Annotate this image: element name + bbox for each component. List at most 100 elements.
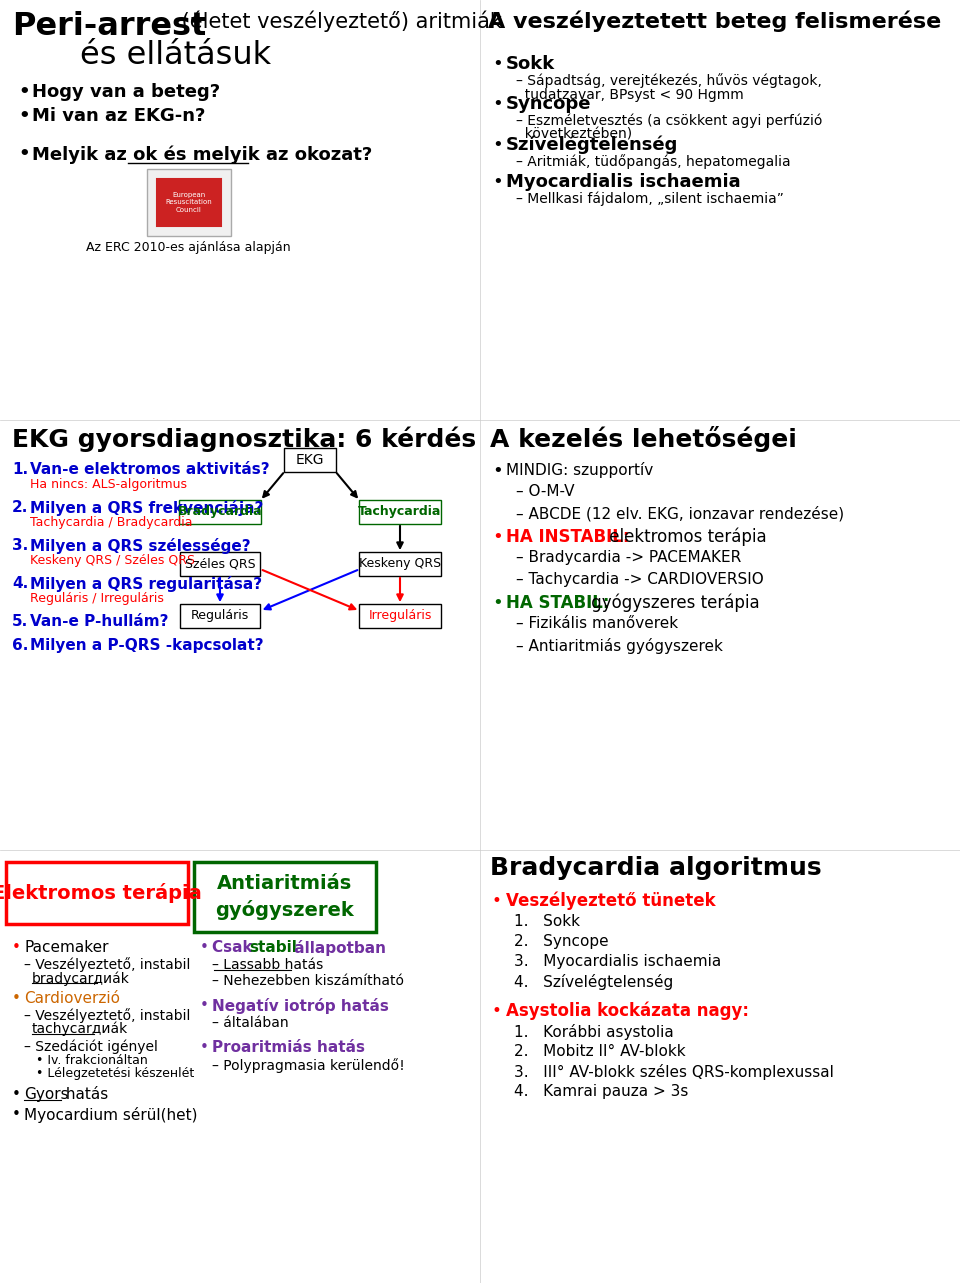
Text: Keskeny QRS / Széles QRS: Keskeny QRS / Széles QRS — [30, 554, 195, 567]
Text: •: • — [492, 55, 503, 73]
FancyBboxPatch shape — [147, 169, 231, 236]
Text: Széles QRS: Széles QRS — [184, 558, 255, 571]
Text: •: • — [200, 1041, 209, 1055]
Text: A kezelés lehetőségei: A kezelés lehetőségei — [490, 426, 797, 452]
Text: Antiaritmiás
gyógyszerek: Antiaritmiás gyógyszerek — [216, 874, 354, 920]
Text: Veszélyeztető tünetek: Veszélyeztető tünetek — [506, 892, 715, 911]
Text: •: • — [12, 1087, 21, 1102]
Text: 5.: 5. — [12, 615, 28, 629]
Text: Syncope: Syncope — [506, 95, 591, 113]
Text: •: • — [18, 83, 30, 101]
Text: Hogy van a beteg?: Hogy van a beteg? — [32, 83, 220, 101]
Text: 4.   Szívelégtelenség: 4. Szívelégtelenség — [514, 974, 673, 990]
Text: Reguláris / Irreguláris: Reguláris / Irreguláris — [30, 591, 164, 606]
Text: •: • — [492, 136, 503, 154]
Text: •: • — [200, 940, 209, 955]
Text: hatás: hatás — [61, 1087, 108, 1102]
Text: Milyen a QRS szélessége?: Milyen a QRS szélessége? — [30, 538, 251, 554]
Text: 6.: 6. — [12, 638, 29, 653]
Text: – Polypragmasia kerülendő!: – Polypragmasia kerülendő! — [212, 1058, 405, 1073]
Text: Elektromos terápia: Elektromos terápia — [0, 883, 202, 903]
Text: 2.   Syncope: 2. Syncope — [514, 934, 609, 949]
Text: •: • — [492, 529, 503, 547]
FancyBboxPatch shape — [194, 862, 376, 931]
Text: – O-M-V: – O-M-V — [516, 484, 574, 499]
Text: Van-e elektromos aktivitás?: Van-e elektromos aktivitás? — [30, 462, 270, 477]
Text: (életet veszélyeztető) aritmiák: (életet veszélyeztető) aritmiák — [175, 12, 502, 32]
Text: tudatzavar, BPsyst < 90 Hgmm: tudatzavar, BPsyst < 90 Hgmm — [516, 89, 744, 103]
Text: Milyen a P-QRS -kapcsolat?: Milyen a P-QRS -kapcsolat? — [30, 638, 264, 653]
Text: Negatív iotróp hatás: Negatív iotróp hatás — [212, 998, 389, 1014]
Text: Proaritmiás hatás: Proaritmiás hatás — [212, 1041, 365, 1055]
Text: •: • — [12, 940, 21, 955]
Text: – Mellkasi fájdalom, „silent ischaemia”: – Mellkasi fájdalom, „silent ischaemia” — [516, 191, 784, 205]
Text: • Lélegzetetési készенlét: • Lélegzetetési készенlét — [36, 1067, 194, 1080]
Text: tachycarдиák: tachycarдиák — [32, 1023, 129, 1037]
Text: •: • — [200, 998, 209, 1014]
Text: Myocardialis ischaemia: Myocardialis ischaemia — [506, 173, 740, 191]
Text: •: • — [492, 173, 503, 191]
Text: HA INSTABIL:: HA INSTABIL: — [506, 529, 630, 547]
Text: Irreguláris: Irreguláris — [369, 609, 432, 622]
Text: Bradycardia: Bradycardia — [178, 506, 262, 518]
Text: Tachycardia / Bradycardia: Tachycardia / Bradycardia — [30, 516, 193, 529]
Text: • Iv. frakcionáltan: • Iv. frakcionáltan — [36, 1055, 148, 1067]
Text: EKG: EKG — [296, 453, 324, 467]
Text: – Sápadtság, verejtékezés, hűvös végtagok,: – Sápadtság, verejtékezés, hűvös végtago… — [516, 73, 822, 87]
Text: 2.: 2. — [12, 500, 29, 514]
Text: Asystolia kockázata nagy:: Asystolia kockázata nagy: — [506, 1002, 749, 1020]
Text: •: • — [492, 462, 503, 480]
Text: gyógyszeres terápia: gyógyszeres terápia — [586, 594, 759, 612]
Text: és ellátásuk: és ellátásuk — [80, 40, 271, 71]
Text: 3.: 3. — [12, 538, 28, 553]
Text: Tachycardia: Tachycardia — [358, 506, 442, 518]
Text: 1.   Sokk: 1. Sokk — [514, 913, 580, 929]
Text: Myocardium sérül(het): Myocardium sérül(het) — [24, 1107, 198, 1123]
Text: Keskeny QRS: Keskeny QRS — [359, 558, 441, 571]
Text: stabil: stabil — [249, 940, 297, 955]
Text: Peri-arrest: Peri-arrest — [12, 12, 206, 42]
Text: – Fizikális manőverek: – Fizikális manőverek — [516, 616, 678, 631]
Text: bradycarдиák: bradycarдиák — [32, 971, 130, 985]
Text: Csak: Csak — [212, 940, 258, 955]
Text: következtében): következtében) — [516, 128, 632, 142]
Text: – Nehezebben kiszámítható: – Nehezebben kiszámítható — [212, 974, 404, 988]
Text: A veszélyeztetett beteg felismerése: A veszélyeztetett beteg felismerése — [488, 12, 941, 32]
Text: elektromos terápia: elektromos terápia — [604, 529, 767, 547]
Text: – Veszélyeztető, instabil: – Veszélyeztető, instabil — [24, 957, 190, 971]
Text: Van-e P-hullám?: Van-e P-hullám? — [30, 615, 169, 629]
Text: 3.   III° AV-blokk széles QRS-komplexussal: 3. III° AV-blokk széles QRS-komplexussal — [514, 1064, 834, 1080]
Text: – Eszméletvesztés (a csökkent agyi perfúzió: – Eszméletvesztés (a csökkent agyi perfú… — [516, 113, 823, 127]
Text: •: • — [492, 594, 503, 612]
FancyBboxPatch shape — [359, 604, 441, 627]
Text: Milyen a QRS regularitása?: Milyen a QRS regularitása? — [30, 576, 262, 591]
Text: Pacemaker: Pacemaker — [24, 940, 108, 955]
Text: •: • — [492, 892, 502, 910]
Text: Milyen a QRS frekvenciája?: Milyen a QRS frekvenciája? — [30, 500, 263, 516]
Text: •: • — [18, 106, 30, 124]
Text: •: • — [492, 95, 503, 113]
Text: EKG gyorsdiagnosztika: 6 kérdés: EKG gyorsdiagnosztika: 6 kérdés — [12, 426, 476, 452]
Text: 1.   Korábbi asystolia: 1. Korábbi asystolia — [514, 1024, 674, 1041]
Text: 3.   Myocardialis ischaemia: 3. Myocardialis ischaemia — [514, 955, 721, 969]
Text: Az ERC 2010-es ajánlása alapján: Az ERC 2010-es ajánlása alapján — [85, 241, 290, 254]
Text: MINDIG: szupportív: MINDIG: szupportív — [506, 462, 653, 479]
Text: Sokk: Sokk — [506, 55, 555, 73]
Text: Melyik az ok és melyik az okozat?: Melyik az ok és melyik az okozat? — [32, 145, 372, 163]
Text: Ha nincs: ALS-algoritmus: Ha nincs: ALS-algoritmus — [30, 479, 187, 491]
Text: – Veszélyeztető, instabil: – Veszélyeztető, instabil — [24, 1008, 190, 1023]
Text: •: • — [12, 1107, 21, 1123]
Text: •: • — [12, 990, 21, 1006]
Text: – Szedációt igényel: – Szedációt igényel — [24, 1041, 157, 1055]
FancyBboxPatch shape — [284, 448, 336, 472]
Text: Szívelégtelenség: Szívelégtelenség — [506, 136, 679, 154]
Text: •: • — [492, 1002, 502, 1020]
FancyBboxPatch shape — [359, 500, 441, 523]
Text: – Lassabb hatás: – Lassabb hatás — [212, 958, 324, 973]
Text: – Aritmiák, tüdőpangás, hepatomegalia: – Aritmiák, tüdőpangás, hepatomegalia — [516, 154, 791, 169]
Text: Mi van az EKG-n?: Mi van az EKG-n? — [32, 106, 205, 124]
Text: állapotban: állapotban — [289, 940, 386, 956]
Text: Gyors: Gyors — [24, 1087, 68, 1102]
Text: – ABCDE (12 elv. EKG, ionzavar rendezése): – ABCDE (12 elv. EKG, ionzavar rendezése… — [516, 506, 844, 521]
FancyBboxPatch shape — [180, 552, 260, 576]
